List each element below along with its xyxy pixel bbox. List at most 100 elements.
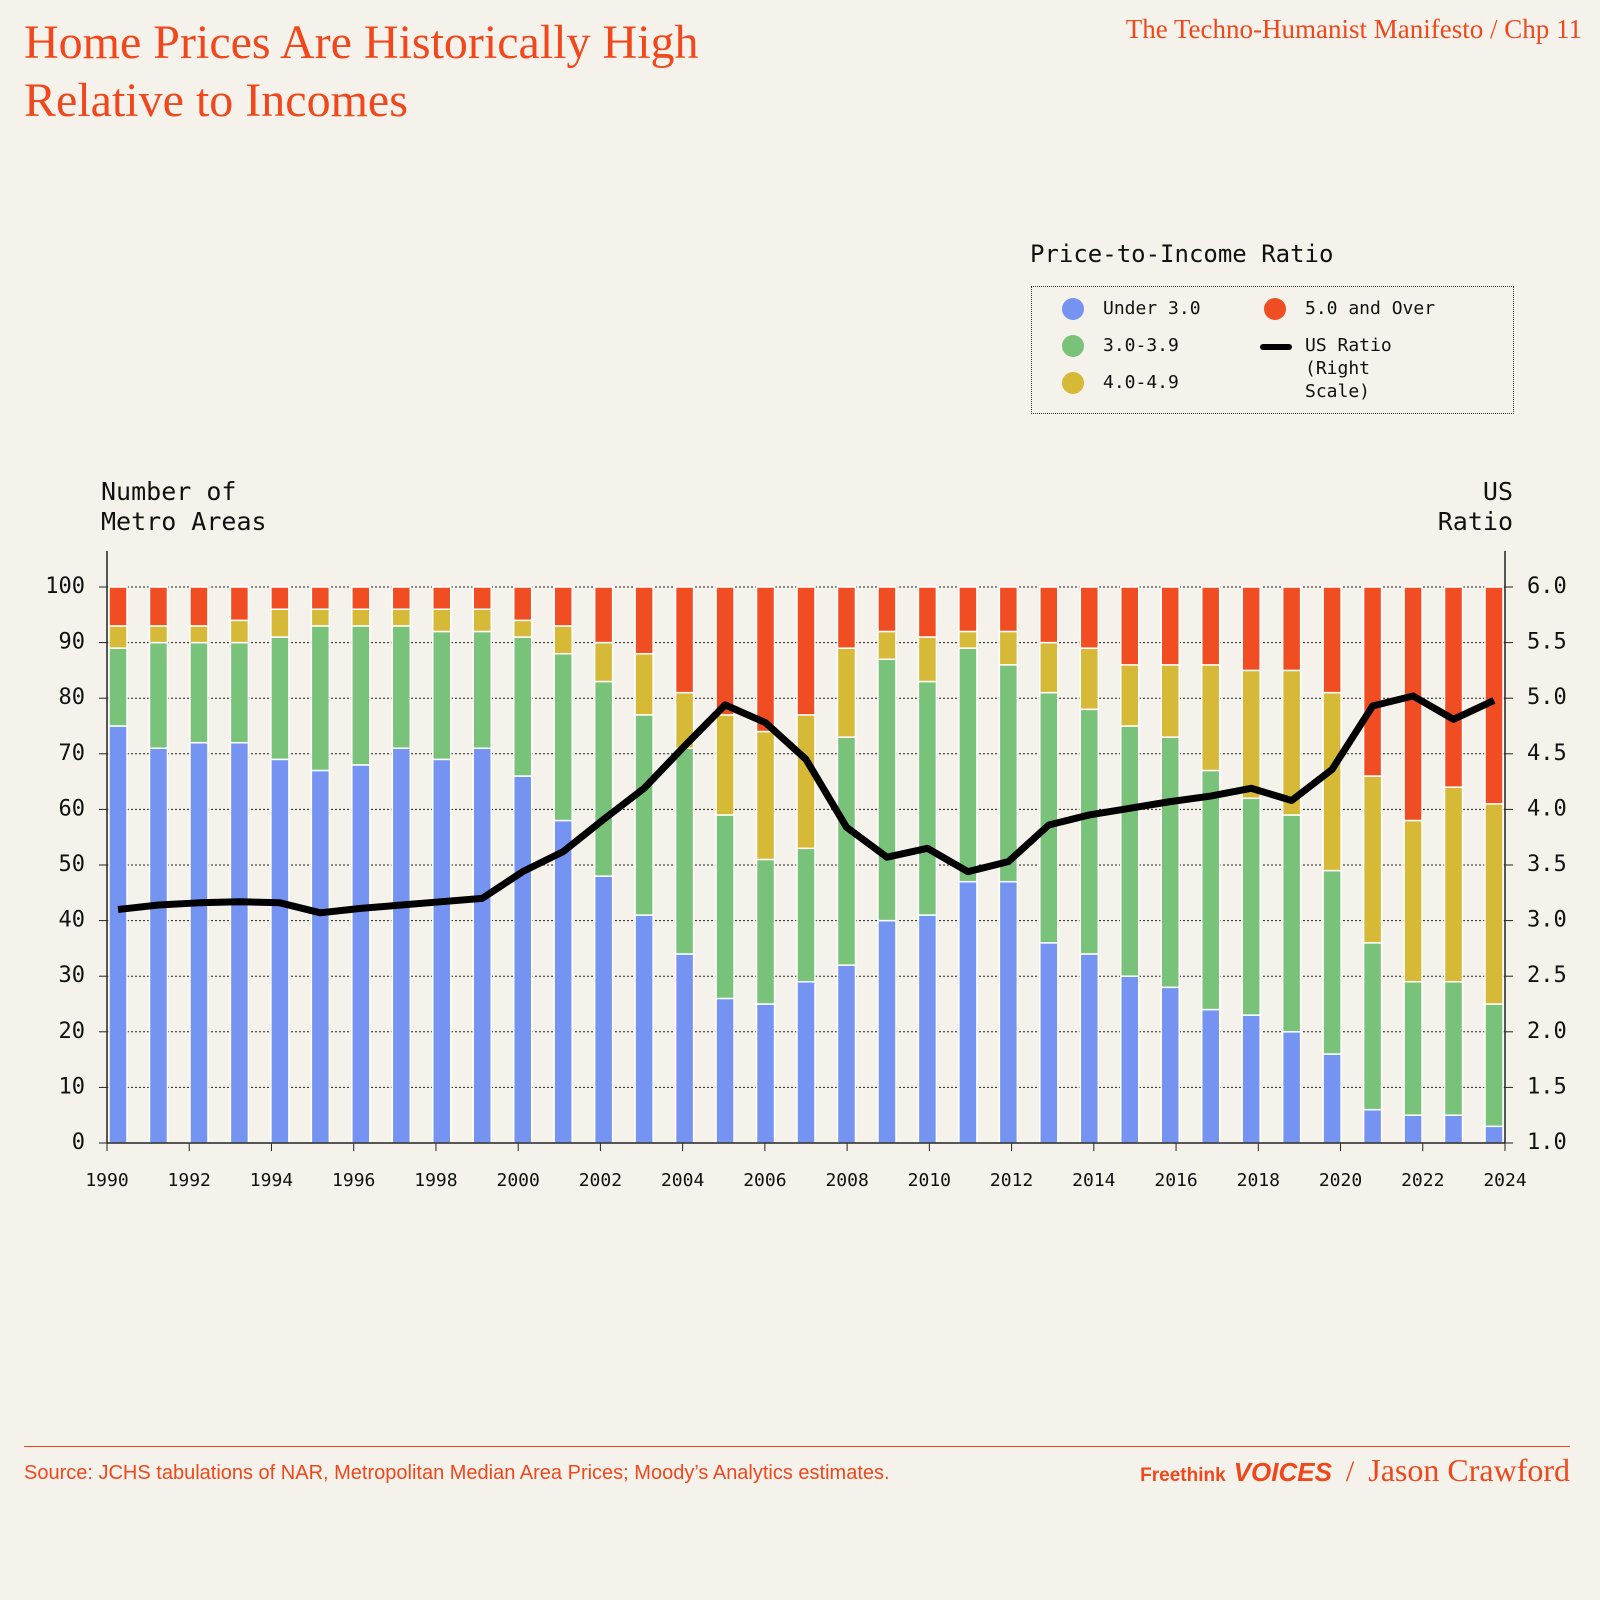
bar-segment bbox=[391, 625, 412, 749]
bar-segment bbox=[1241, 797, 1261, 1016]
bar-segment bbox=[1160, 986, 1180, 1144]
brand: Freethink bbox=[1140, 1465, 1226, 1486]
bar-segment bbox=[108, 625, 128, 649]
x-tick-label: 2022 bbox=[1401, 1170, 1444, 1191]
bar-segment bbox=[1322, 1053, 1342, 1144]
bar-segment bbox=[1200, 664, 1221, 772]
bar-segment bbox=[391, 608, 412, 627]
bar-segment bbox=[472, 630, 492, 749]
bar-segment bbox=[836, 736, 857, 966]
legend-label: 4.0-4.9 bbox=[1103, 372, 1179, 393]
bar-segment bbox=[1241, 586, 1261, 672]
title: Home Prices Are Historically High Relati… bbox=[24, 16, 699, 127]
bar-segment bbox=[836, 964, 857, 1144]
bar-segment bbox=[1403, 586, 1423, 822]
x-tick-label: 1998 bbox=[414, 1170, 457, 1191]
x-tick-label: 1992 bbox=[168, 1170, 211, 1191]
bar-segment bbox=[1079, 647, 1100, 711]
bar-segment bbox=[593, 680, 614, 877]
bar-segment bbox=[1322, 586, 1342, 694]
y-tick-label: 80 bbox=[59, 685, 86, 710]
x-tick-label: 2012 bbox=[990, 1170, 1033, 1191]
bar-segment bbox=[1039, 641, 1059, 694]
bar-segment bbox=[1403, 819, 1423, 983]
bar-segment bbox=[270, 636, 290, 761]
bar-segment bbox=[836, 586, 857, 649]
bar-segment bbox=[755, 858, 776, 1005]
bar-segment bbox=[229, 619, 250, 644]
bar-segment bbox=[796, 714, 816, 850]
x-tick-label: 2018 bbox=[1237, 1170, 1280, 1191]
footer-rule bbox=[24, 1446, 1570, 1447]
bar-segment bbox=[432, 586, 452, 610]
bar-segment bbox=[958, 586, 978, 633]
bar-segment bbox=[148, 641, 169, 749]
bar-segment bbox=[593, 586, 614, 644]
bar-segment bbox=[1241, 1014, 1261, 1144]
bar-segment bbox=[1079, 708, 1100, 955]
bar-segment bbox=[189, 741, 209, 1144]
y2-tick-label: 2.5 bbox=[1527, 963, 1567, 988]
bar-segment bbox=[1443, 981, 1464, 1116]
bar-segment bbox=[391, 586, 412, 610]
y-tick-label: 10 bbox=[59, 1074, 86, 1099]
bar-segment bbox=[1039, 691, 1059, 944]
bar-segment bbox=[472, 586, 492, 610]
bar-segment bbox=[1120, 725, 1140, 977]
bar-segment bbox=[917, 680, 938, 916]
legend-label: 5.0 and Over bbox=[1305, 298, 1436, 319]
y2-tick-label: 2.0 bbox=[1527, 1019, 1567, 1044]
bar-segment bbox=[1120, 586, 1140, 666]
y2-tick-label: 3.5 bbox=[1527, 852, 1567, 877]
bar-segment bbox=[715, 586, 735, 716]
bar-segment bbox=[391, 747, 412, 1144]
legend-marker bbox=[1260, 344, 1292, 350]
bar-segment bbox=[998, 586, 1019, 633]
x-tick-label: 1996 bbox=[332, 1170, 375, 1191]
bar-segment bbox=[674, 747, 695, 955]
bar-segment bbox=[674, 953, 695, 1144]
bar-segment bbox=[148, 586, 169, 627]
bar-segment bbox=[1079, 586, 1100, 649]
bar-segment bbox=[1484, 586, 1504, 805]
bar-segment bbox=[836, 647, 857, 738]
bar-segment bbox=[148, 625, 169, 644]
y-tick-label: 100 bbox=[45, 574, 85, 599]
bar-segment bbox=[1362, 775, 1383, 944]
x-tick-label: 2000 bbox=[496, 1170, 539, 1191]
bar-segment bbox=[877, 658, 897, 922]
bar-segment bbox=[877, 586, 897, 633]
bar-segment bbox=[472, 608, 492, 633]
bar-segment bbox=[512, 586, 533, 622]
bar-segment bbox=[472, 747, 492, 1144]
legend: Under 3.0 3.0-3.9 4.0-4.9 5.0 and Over US Ra… bbox=[1031, 286, 1514, 414]
bar-segment bbox=[593, 641, 614, 683]
bar-segment bbox=[634, 914, 654, 1144]
bar-segment bbox=[1281, 814, 1302, 1033]
y2-tick-label: 5.5 bbox=[1527, 630, 1567, 655]
bar-segment bbox=[796, 981, 816, 1144]
bar-segment bbox=[148, 747, 169, 1144]
y-tick-label: 40 bbox=[59, 908, 86, 933]
bar-segment bbox=[1120, 975, 1140, 1144]
x-tick-label: 1994 bbox=[250, 1170, 293, 1191]
bar-segment bbox=[512, 775, 533, 1144]
bar-segment bbox=[593, 875, 614, 1144]
bar-segment bbox=[755, 1003, 776, 1144]
bar-segment bbox=[1200, 1008, 1221, 1144]
bar-segment bbox=[351, 764, 371, 1144]
y-tick-label: 30 bbox=[59, 963, 86, 988]
bar-segment bbox=[351, 608, 371, 627]
series-label: The Techno-Humanist Manifesto / Chp 11 bbox=[1125, 14, 1582, 44]
bar-segment bbox=[958, 880, 978, 1144]
source: Source: JCHS tabulations of NAR, Metropo… bbox=[24, 1462, 890, 1484]
bar-segment bbox=[917, 636, 938, 683]
bar-segment bbox=[1200, 586, 1221, 666]
bar-segment bbox=[998, 664, 1019, 883]
x-tick-label: 1990 bbox=[85, 1170, 128, 1191]
bar-segment bbox=[1120, 664, 1140, 727]
separator: / bbox=[1345, 1455, 1355, 1488]
bar-segment bbox=[189, 641, 209, 744]
bar-segment bbox=[715, 814, 735, 1000]
